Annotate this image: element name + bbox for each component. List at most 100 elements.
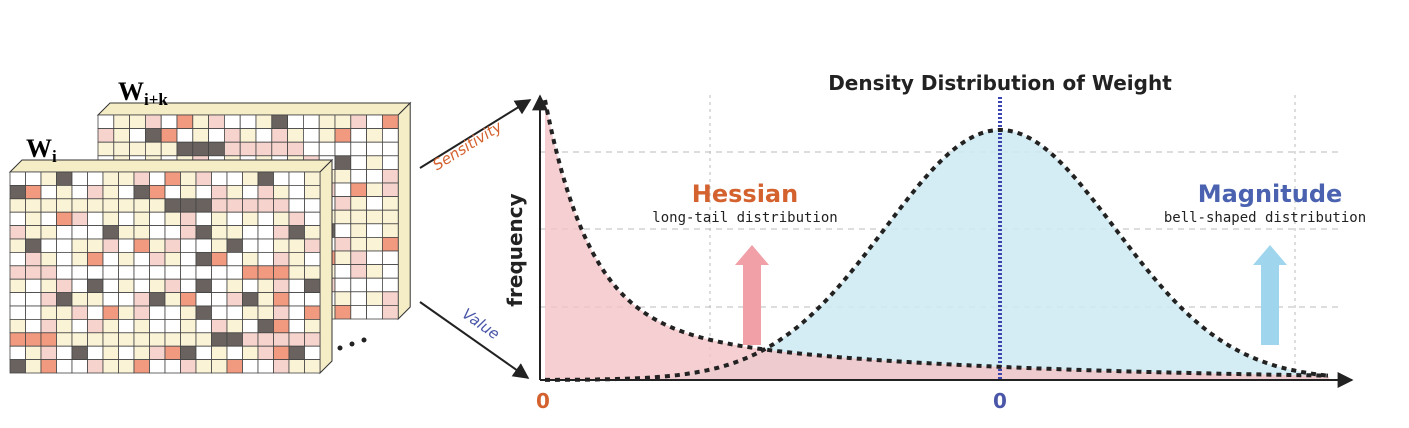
matrix-cell — [271, 128, 288, 143]
matrix-cell — [40, 171, 57, 186]
weight-matrices — [8, 101, 412, 375]
matrix-cell — [242, 225, 259, 240]
matrix-cell — [113, 114, 131, 130]
matrix-cell — [257, 292, 274, 307]
matrix-cell — [87, 332, 104, 347]
matrix-cell — [40, 265, 57, 280]
matrix-cell — [25, 332, 42, 347]
matrix-cell — [195, 198, 212, 213]
matrix-cell — [273, 318, 290, 334]
matrix-cell — [273, 251, 290, 267]
matrix-cell — [257, 345, 274, 361]
matrix-cell — [211, 198, 228, 213]
matrix-label: Wi — [26, 134, 57, 166]
matrix-cell — [9, 305, 26, 320]
matrix-cell — [381, 277, 399, 293]
matrix-cell — [129, 141, 146, 157]
matrix-cell — [25, 265, 42, 280]
matrix-cell — [164, 184, 181, 200]
matrix-cell — [287, 141, 304, 157]
matrix-cell — [271, 114, 288, 130]
matrix-cell — [56, 359, 73, 374]
matrix-cell — [242, 265, 259, 280]
matrix-cell — [366, 291, 383, 306]
matrix-cell — [242, 211, 259, 226]
matrix-cell — [71, 171, 88, 186]
matrix-cell — [102, 238, 119, 253]
matrix-cell — [71, 278, 88, 294]
matrix-cell — [195, 318, 212, 334]
matrix-cell — [180, 359, 197, 374]
ellipsis — [337, 337, 367, 351]
origin-label: 0 — [536, 389, 550, 413]
matrix-cell — [287, 128, 304, 143]
matrix-cell — [25, 278, 42, 294]
matrix-cell — [25, 359, 42, 374]
matrix-cell — [133, 345, 150, 361]
matrix-cell — [304, 278, 321, 294]
matrix-cell — [56, 198, 73, 213]
matrix-cell — [257, 278, 274, 294]
matrix-cell — [288, 238, 305, 253]
matrix-cell — [71, 359, 88, 374]
matrix-cell — [334, 291, 352, 306]
matrix-cell — [257, 265, 274, 280]
arrow — [419, 99, 532, 169]
matrix-cell — [97, 141, 115, 157]
matrix-cell — [97, 114, 115, 130]
matrix-cell — [366, 264, 383, 279]
matrix-cell — [118, 332, 135, 347]
matrix-cell — [304, 238, 321, 253]
matrix-cell — [366, 304, 383, 320]
matrix-cell — [118, 184, 135, 200]
matrix-cell — [102, 198, 119, 213]
plot-title: Density Distribution of Weight — [828, 71, 1172, 95]
y-label: frequency — [503, 193, 527, 306]
matrix-cell — [334, 277, 352, 293]
matrix-cell — [164, 171, 181, 186]
matrix-cell — [239, 114, 257, 130]
matrix-cell — [195, 345, 212, 361]
matrix-cell — [102, 278, 119, 294]
matrix-cell — [211, 211, 228, 226]
matrix-cell — [102, 318, 119, 334]
matrix-cell — [180, 225, 197, 240]
matrix-cell — [133, 211, 150, 226]
matrix-cell — [381, 182, 399, 198]
matrix-cell — [160, 114, 178, 130]
matrix-cell — [118, 278, 135, 294]
matrix-cell — [176, 128, 194, 143]
matrix-cell — [180, 238, 197, 253]
matrix-cell — [180, 318, 197, 334]
matrix-label: Wi+k — [118, 77, 168, 109]
matrix-cell — [40, 198, 57, 213]
matrix-cell — [195, 238, 212, 253]
matrix-cell — [102, 332, 119, 347]
matrix-cell — [381, 291, 399, 306]
matrix-cell — [9, 171, 26, 186]
matrix-cell — [71, 198, 88, 213]
matrix-cell — [164, 198, 181, 213]
matrix-cell — [87, 345, 104, 361]
matrix-cell — [366, 168, 383, 184]
matrix-cell — [381, 304, 399, 320]
matrix-cell — [350, 196, 367, 211]
matrix-cell — [255, 128, 273, 143]
matrix-cell — [366, 128, 383, 143]
matrix-cell — [87, 238, 104, 253]
matrix-cell — [71, 318, 88, 334]
matrix-side — [319, 158, 333, 375]
matrix-cell — [211, 265, 228, 280]
matrix-cell — [56, 184, 73, 200]
matrix-cell — [334, 114, 352, 130]
matrix-cell — [9, 318, 26, 334]
matrix-cell — [334, 304, 352, 320]
matrix-cell — [257, 318, 274, 334]
matrix-cell — [195, 305, 212, 320]
matrix-cell — [149, 345, 166, 361]
matrix-cell — [223, 141, 241, 157]
matrix-cell — [133, 318, 150, 334]
matrix-cell — [366, 209, 383, 225]
matrix-cell — [149, 225, 166, 240]
matrix-cell — [271, 141, 288, 157]
